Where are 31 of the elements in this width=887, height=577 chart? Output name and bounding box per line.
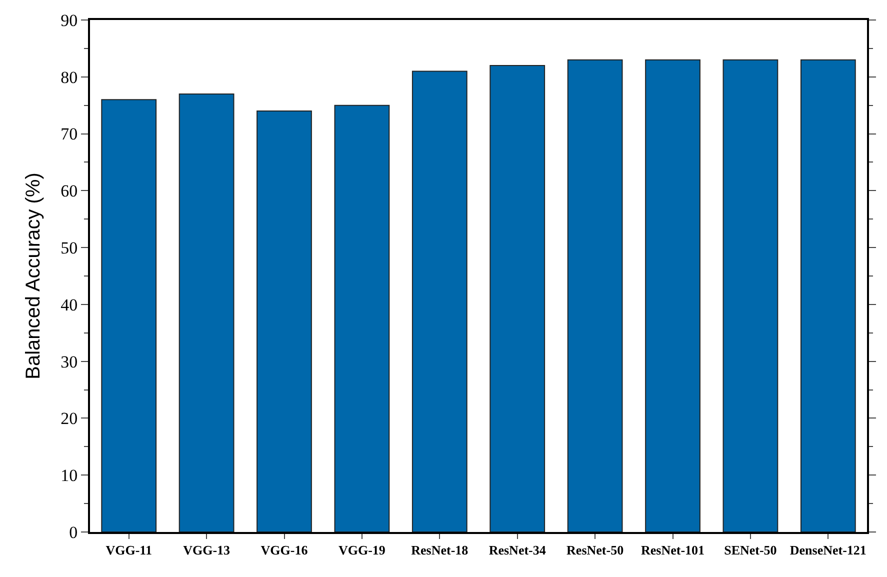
y-tick-label: 40 — [60, 295, 78, 314]
y-tick-label: 90 — [60, 10, 78, 30]
x-tick-label: VGG-13 — [183, 542, 231, 558]
bar — [800, 59, 856, 532]
y-tick-label: 0 — [69, 522, 78, 542]
y-tick-label: 20 — [60, 409, 78, 428]
bar — [412, 70, 468, 532]
y-tick-label: 60 — [60, 182, 78, 201]
x-tick-label: ResNet-50 — [566, 542, 624, 558]
y-tick-label: 80 — [60, 68, 78, 87]
y-tick-label: 30 — [60, 352, 78, 372]
x-tick-label: SENet-50 — [724, 542, 777, 558]
x-tick-label: ResNet-18 — [411, 542, 469, 558]
y-tick-label: 50 — [60, 238, 78, 258]
y-tick-label: 70 — [60, 124, 78, 144]
bar — [178, 93, 234, 532]
x-tick-label: VGG-16 — [260, 542, 308, 558]
x-tick-label: ResNet-101 — [640, 542, 705, 558]
x-tick-label: VGG-11 — [106, 542, 152, 558]
bar — [567, 59, 623, 532]
bar — [490, 65, 546, 532]
x-tick-label: DenseNet-121 — [790, 542, 866, 558]
x-tick-label: VGG-19 — [338, 542, 386, 558]
bar — [334, 104, 390, 532]
y-axis-title: Balanced Accuracy (%) — [22, 172, 45, 380]
bar — [645, 59, 700, 532]
y-tick-label: 10 — [60, 466, 78, 486]
bar — [722, 59, 778, 532]
bar — [101, 99, 157, 532]
x-tick-label: ResNet-34 — [488, 542, 546, 558]
bar — [256, 110, 312, 532]
